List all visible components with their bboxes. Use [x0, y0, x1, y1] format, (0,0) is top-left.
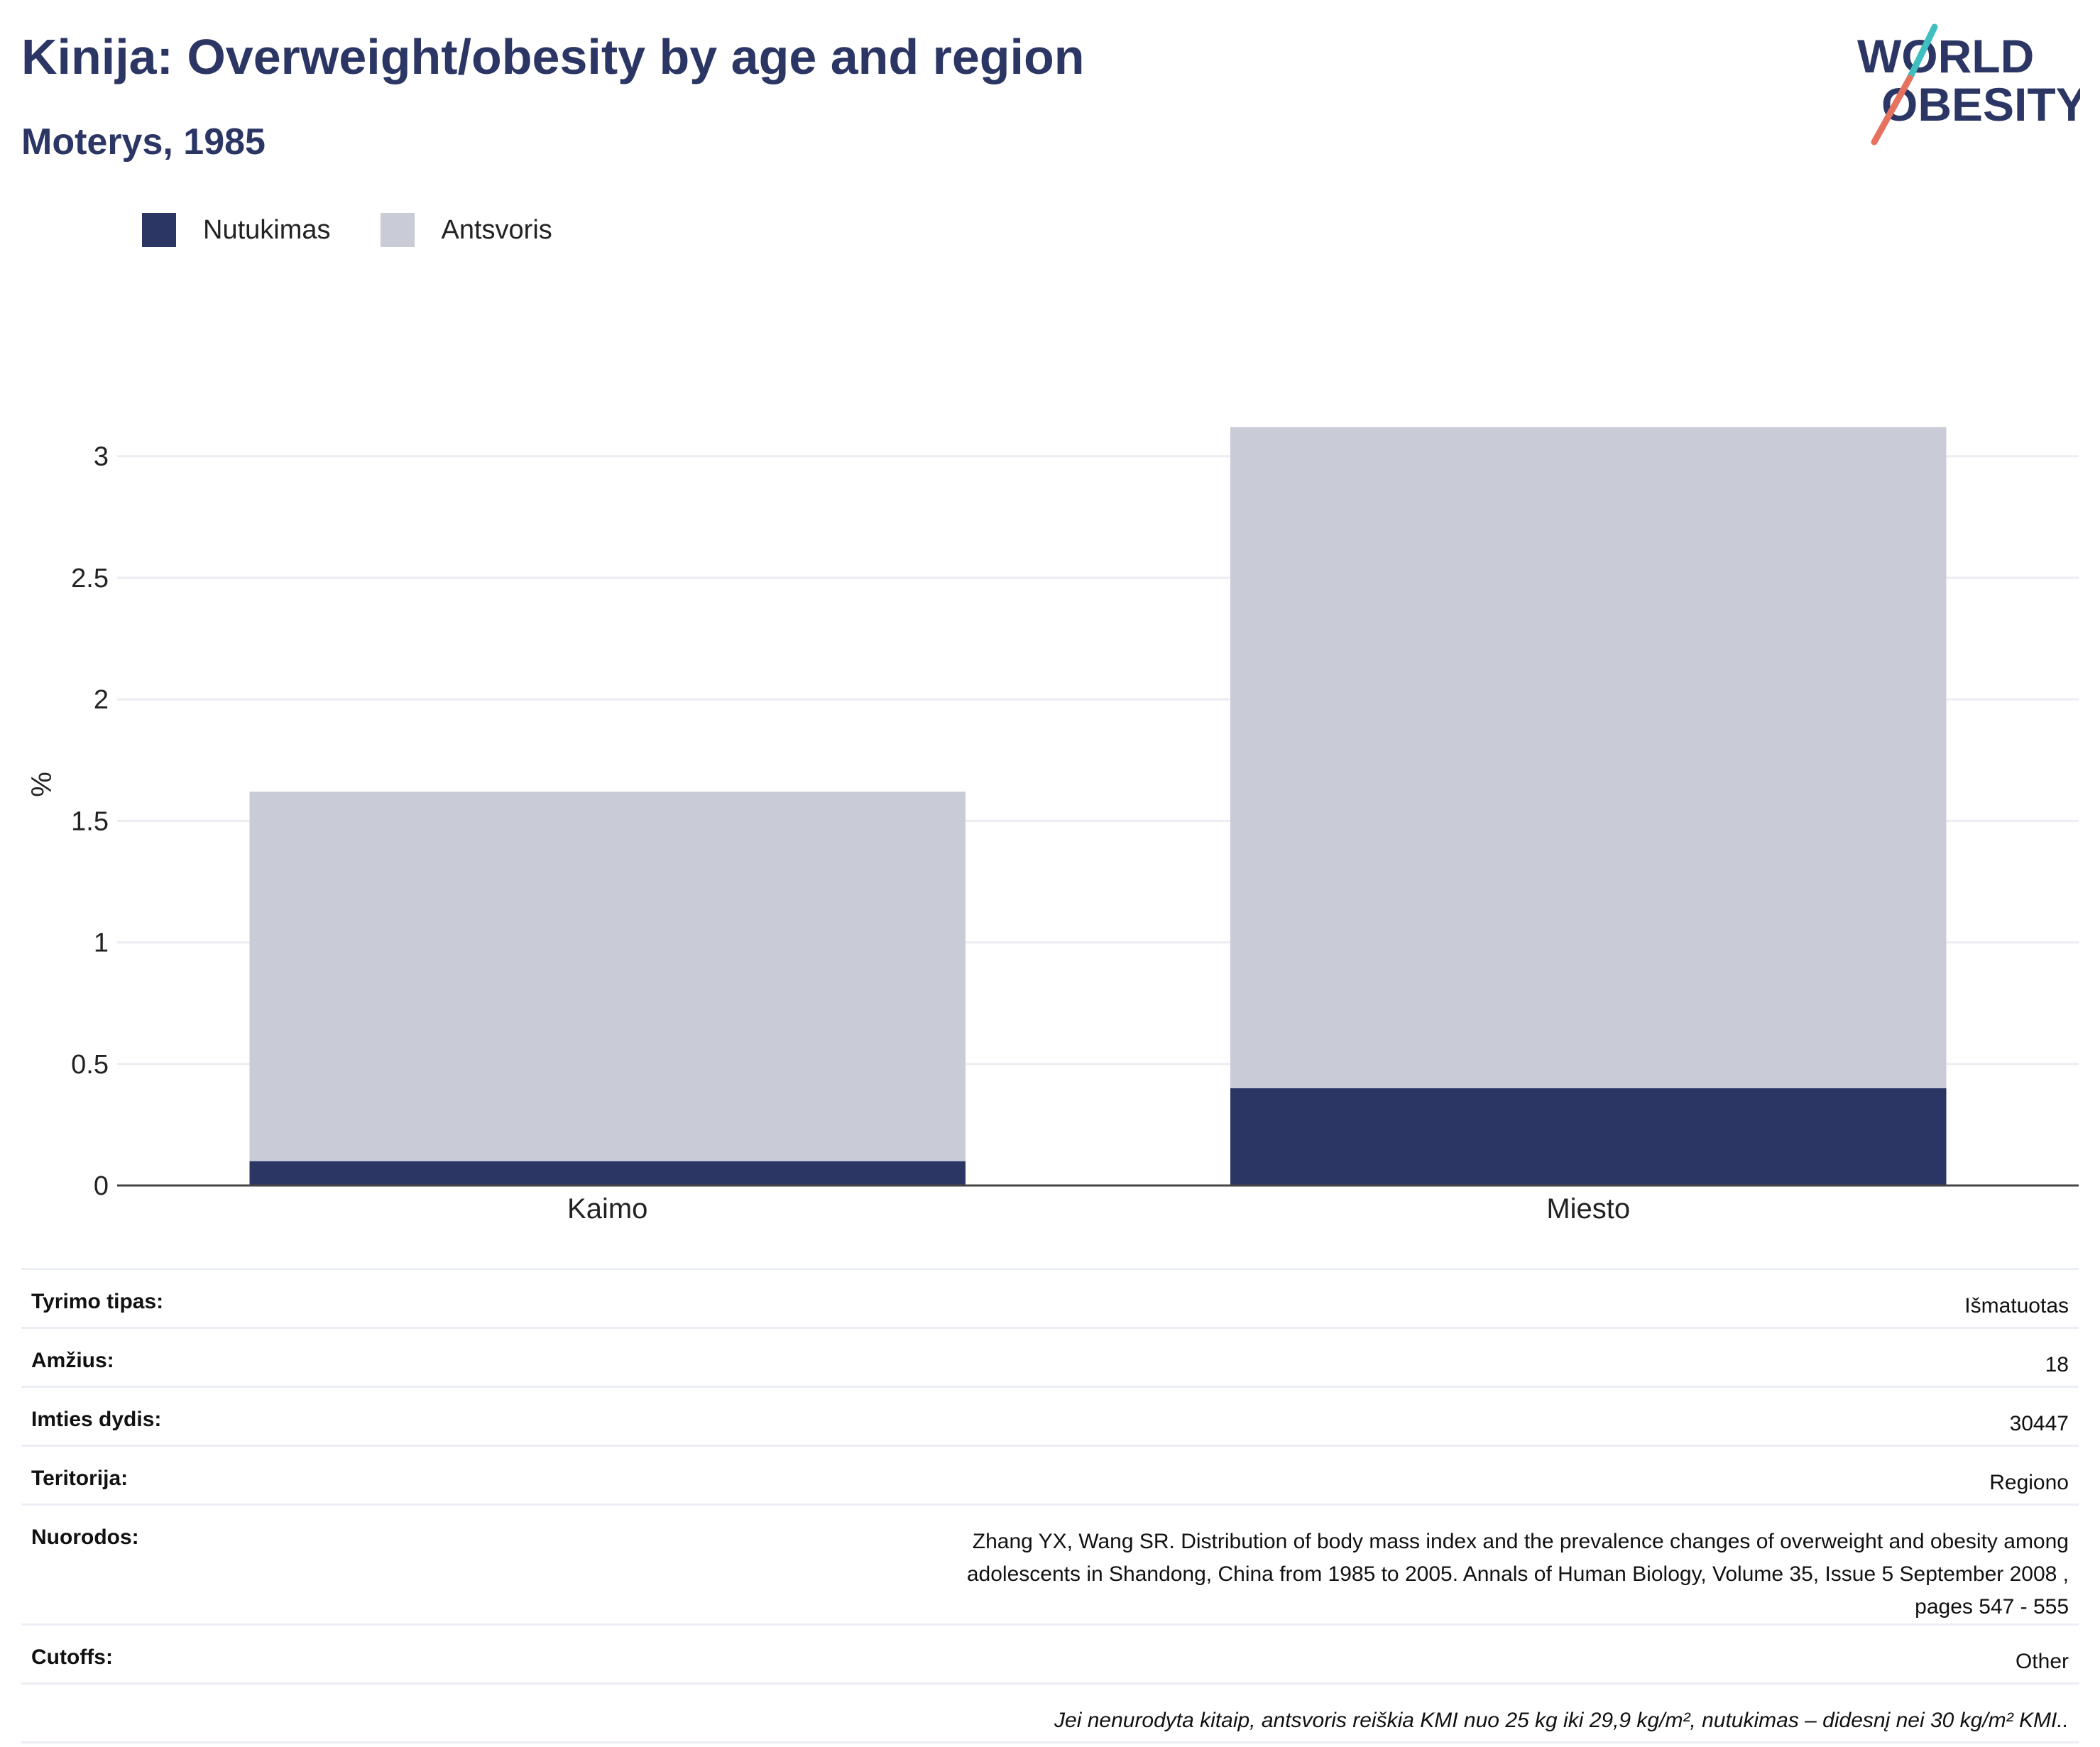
- footnote: Jei nenurodyta kitaip, antsvoris reiškia…: [21, 1682, 2079, 1743]
- meta-row: Cutoffs: Other: [21, 1623, 2079, 1684]
- bar-antsvoris-kaimo: [249, 792, 966, 1161]
- meta-row: Amžius: 18: [21, 1327, 2079, 1387]
- y-tick-label: 1: [94, 929, 109, 958]
- x-tick-label: Miesto: [1546, 1193, 1630, 1225]
- bar-nutukimas-miesto: [1230, 1088, 1947, 1185]
- world-obesity-logo: WORLD OBESITY: [1857, 23, 2080, 146]
- footnote-row: Jei nenurodyta kitaip, antsvoris reiškia…: [21, 1682, 2079, 1743]
- meta-value: Regiono: [325, 1445, 2079, 1505]
- meta-row: Imties dydis: 30447: [21, 1386, 2079, 1446]
- meta-value: 18: [325, 1327, 2079, 1387]
- reference-citation: Zhang YX, Wang SR. Distribution of body …: [325, 1504, 2079, 1625]
- logo-line2: OBESITY: [1881, 78, 2080, 131]
- chart-title: Kinija: Overweight/obesity by age and re…: [21, 29, 1085, 84]
- legend-swatch-nutukimas: [142, 213, 176, 247]
- metadata-table: Tyrimo tipas: Išmatuotas Amžius: 18 Imti…: [21, 1268, 2079, 1743]
- chart-subtitle: Moterys, 1985: [21, 121, 266, 163]
- legend-item-antsvoris[interactable]: Antsvoris: [380, 213, 552, 247]
- chart-legend: Nutukimas Antsvoris: [142, 213, 581, 247]
- legend-label-antsvoris: Antsvoris: [441, 214, 552, 245]
- meta-row: Tyrimo tipas: Išmatuotas: [21, 1268, 2079, 1328]
- meta-key: Tyrimo tipas:: [21, 1268, 325, 1328]
- bar-nutukimas-kaimo: [249, 1161, 966, 1185]
- meta-value: Išmatuotas: [325, 1268, 2079, 1328]
- meta-row: Nuorodos: Zhang YX, Wang SR. Distributio…: [21, 1504, 2079, 1625]
- meta-key: Teritorija:: [21, 1445, 325, 1505]
- y-axis-label: %: [26, 772, 58, 797]
- legend-label-nutukimas: Nutukimas: [203, 214, 331, 245]
- meta-key: Imties dydis:: [21, 1386, 325, 1446]
- y-tick-label: 1.5: [71, 806, 109, 836]
- meta-value: 30447: [325, 1386, 2079, 1446]
- bar-antsvoris-miesto: [1230, 427, 1947, 1089]
- x-tick-label: Kaimo: [567, 1193, 647, 1225]
- meta-key: Nuorodos:: [21, 1504, 325, 1625]
- y-tick-label: 2: [94, 685, 109, 715]
- y-tick-label: 2.5: [71, 564, 109, 593]
- legend-swatch-antsvoris: [380, 213, 415, 247]
- meta-key: Cutoffs:: [21, 1623, 325, 1684]
- legend-item-nutukimas[interactable]: Nutukimas: [142, 213, 331, 247]
- y-tick-label: 0.5: [71, 1050, 109, 1080]
- meta-key: Amžius:: [21, 1327, 325, 1387]
- y-tick-label: 3: [94, 442, 109, 472]
- stacked-bar-chart: 0 0.5 1 1.5 2 2.5 3 Kaimo Miesto%: [26, 427, 2079, 1225]
- y-tick-label: 0: [94, 1171, 109, 1201]
- meta-value: Other: [325, 1623, 2079, 1684]
- logo-line1: WORLD: [1857, 30, 2034, 82]
- meta-row: Teritorija: Regiono: [21, 1445, 2079, 1505]
